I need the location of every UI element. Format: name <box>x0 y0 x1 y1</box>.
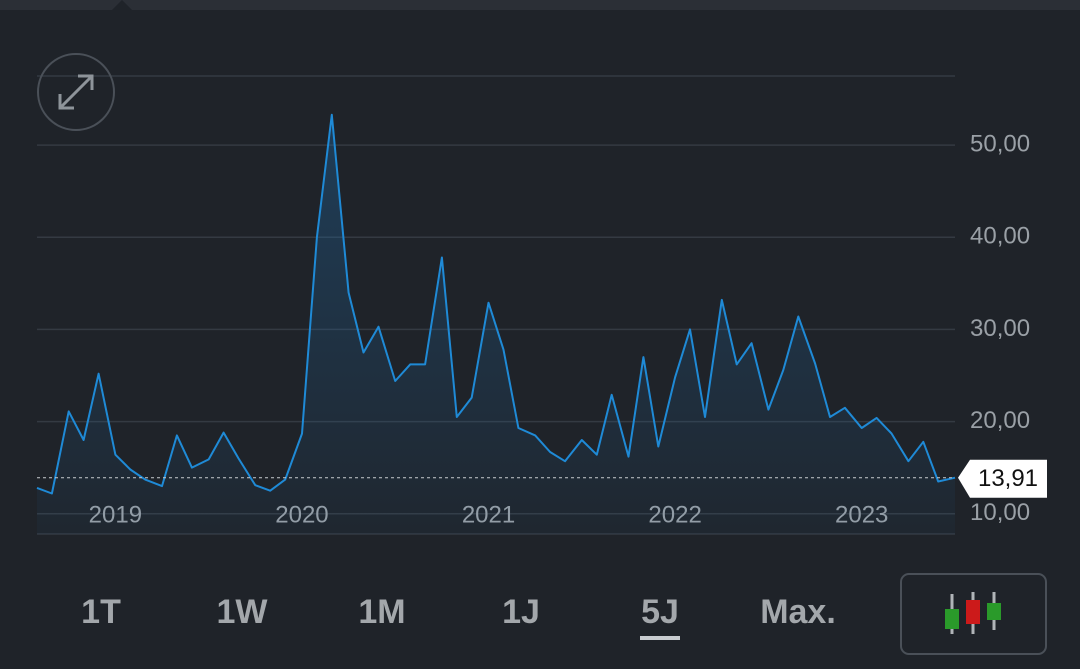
line <box>36 113 956 495</box>
area <box>37 114 955 534</box>
button-frame <box>900 573 1047 655</box>
range-button[interactable]: 5J <box>641 593 679 631</box>
expand-icon <box>58 74 94 110</box>
range-button[interactable]: 1J <box>502 593 540 631</box>
y-tick-label: 20,00 <box>970 407 1030 434</box>
top-strip <box>0 0 1080 10</box>
expand-button[interactable] <box>37 53 115 131</box>
y-tick-label: 40,00 <box>970 223 1030 250</box>
tab-notch <box>112 0 132 10</box>
range-button[interactable]: Max. <box>760 593 836 631</box>
selected-underline <box>640 636 680 640</box>
candle-body <box>945 609 959 629</box>
y-tick-label: 30,00 <box>970 315 1030 342</box>
y-tick-label: 50,00 <box>970 130 1030 157</box>
candle-body <box>966 600 980 624</box>
range-button[interactable]: 1W <box>217 593 269 631</box>
expand-circle <box>37 53 115 131</box>
candle-body <box>987 603 1001 620</box>
range-button[interactable]: 1M <box>358 593 405 631</box>
chart-type-button[interactable] <box>900 573 1047 655</box>
current-price-label: 13,91 <box>978 465 1038 492</box>
current-price-tag <box>958 459 1047 498</box>
range-button[interactable]: 1T <box>81 593 121 631</box>
y-tick-label: 10,00 <box>970 499 1030 526</box>
